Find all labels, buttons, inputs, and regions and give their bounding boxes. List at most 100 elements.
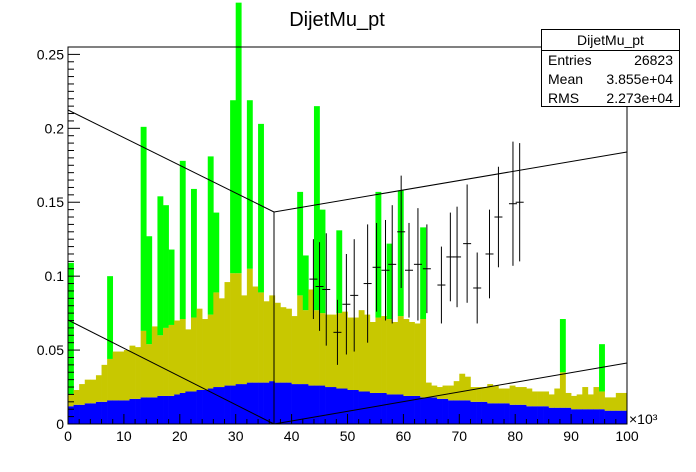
bar-series-0 <box>358 391 365 424</box>
stats-title: DijetMu_pt <box>542 30 679 51</box>
bar-series-0 <box>101 401 108 424</box>
bar-series-0 <box>520 404 527 424</box>
bar-series-1 <box>313 310 320 386</box>
guide-line <box>67 109 275 213</box>
bar-series-0 <box>112 400 119 424</box>
bar-series-0 <box>207 388 214 424</box>
stats-value: 2.273e+04 <box>606 90 673 106</box>
bar-series-1 <box>347 317 354 390</box>
bar-series-1 <box>123 350 130 401</box>
bar-series-0 <box>196 390 203 424</box>
bar-series-0 <box>313 385 320 424</box>
bar-series-0 <box>425 397 432 424</box>
bar-series-0 <box>381 392 387 424</box>
bar-series-1 <box>531 391 538 407</box>
bar-series-0 <box>90 403 97 424</box>
bar-series-1 <box>543 391 550 407</box>
stats-value: 26823 <box>634 52 673 68</box>
bar-series-0 <box>241 384 248 424</box>
bar-series-1 <box>408 321 415 396</box>
bar-series-0 <box>174 394 181 424</box>
bar-series-0 <box>157 395 164 424</box>
bar-series-2 <box>559 319 566 373</box>
bar-series-1 <box>286 308 292 383</box>
bar-series-1 <box>291 316 298 385</box>
bar-series-0 <box>576 409 583 424</box>
x-tick-label: 90 <box>563 428 579 444</box>
bar-series-0 <box>274 382 281 424</box>
bar-series-0 <box>151 397 158 424</box>
bar-series-1 <box>565 392 572 408</box>
bar-series-2 <box>336 230 343 314</box>
bar-series-1 <box>464 376 471 401</box>
bar-series-1 <box>274 302 281 383</box>
bar-series-1 <box>101 364 108 402</box>
x-tick-label: 70 <box>452 428 468 444</box>
y-tick-label: 0.2 <box>45 120 65 136</box>
bar-series-1 <box>90 379 97 404</box>
bar-series-0 <box>347 390 354 424</box>
bar-series-0 <box>504 403 510 424</box>
bar-series-1 <box>157 335 164 396</box>
bar-series-1 <box>509 385 516 405</box>
bar-series-2 <box>386 243 393 320</box>
bar-series-0 <box>302 384 309 424</box>
bar-series-0 <box>442 398 449 424</box>
bar-series-0 <box>163 395 169 424</box>
error-point <box>397 175 406 288</box>
error-point <box>437 246 446 324</box>
bar-series-0 <box>190 391 197 424</box>
bar-series-0 <box>492 403 499 424</box>
bar-series-0 <box>414 395 421 424</box>
bar-series-0 <box>252 382 259 424</box>
bar-series-0 <box>179 392 186 424</box>
error-points-layer <box>309 141 524 365</box>
bar-series-2 <box>313 106 320 311</box>
bar-series-1 <box>263 301 270 383</box>
bar-series-0 <box>526 406 533 424</box>
bar-series-1 <box>386 319 393 395</box>
bar-series-1 <box>481 387 488 402</box>
error-point <box>333 299 342 365</box>
x-tick-label: 80 <box>507 428 523 444</box>
bar-series-0 <box>224 385 231 424</box>
bar-series-1 <box>79 384 86 405</box>
bar-series-1 <box>520 387 527 405</box>
bar-series-1 <box>258 292 264 383</box>
bar-series-2 <box>107 276 114 359</box>
bar-series-1 <box>68 394 74 407</box>
bar-series-0 <box>123 400 130 424</box>
bar-series-1 <box>218 298 225 388</box>
bar-series-2 <box>246 100 253 269</box>
bar-series-1 <box>453 381 460 401</box>
bar-series-1 <box>213 292 220 388</box>
bar-series-1 <box>207 314 214 389</box>
error-point <box>494 166 503 268</box>
bars-layer <box>68 2 628 424</box>
bar-series-0 <box>308 385 315 424</box>
bar-series-2 <box>146 236 153 345</box>
bar-series-1 <box>135 347 141 399</box>
bar-series-0 <box>353 390 359 424</box>
bar-series-1 <box>515 387 522 405</box>
bar-series-2 <box>168 249 175 325</box>
bar-series-1 <box>364 314 371 392</box>
bar-series-2 <box>258 123 264 293</box>
bar-series-2 <box>190 188 197 318</box>
bar-series-0 <box>397 394 404 424</box>
error-point <box>315 242 324 331</box>
bar-series-0 <box>140 397 147 424</box>
bar-series-1 <box>381 316 387 393</box>
bar-series-0 <box>431 397 438 424</box>
stats-row-entries: Entries 26823 <box>542 51 679 70</box>
bar-series-1 <box>190 317 197 392</box>
bar-series-1 <box>593 387 600 410</box>
bar-series-0 <box>235 384 242 424</box>
bar-series-1 <box>269 295 276 382</box>
guide-line <box>273 362 628 425</box>
stats-label: Entries <box>548 52 592 68</box>
error-point <box>404 222 413 318</box>
error-point <box>485 209 494 299</box>
bar-series-1 <box>280 307 287 383</box>
bar-series-0 <box>202 390 209 424</box>
